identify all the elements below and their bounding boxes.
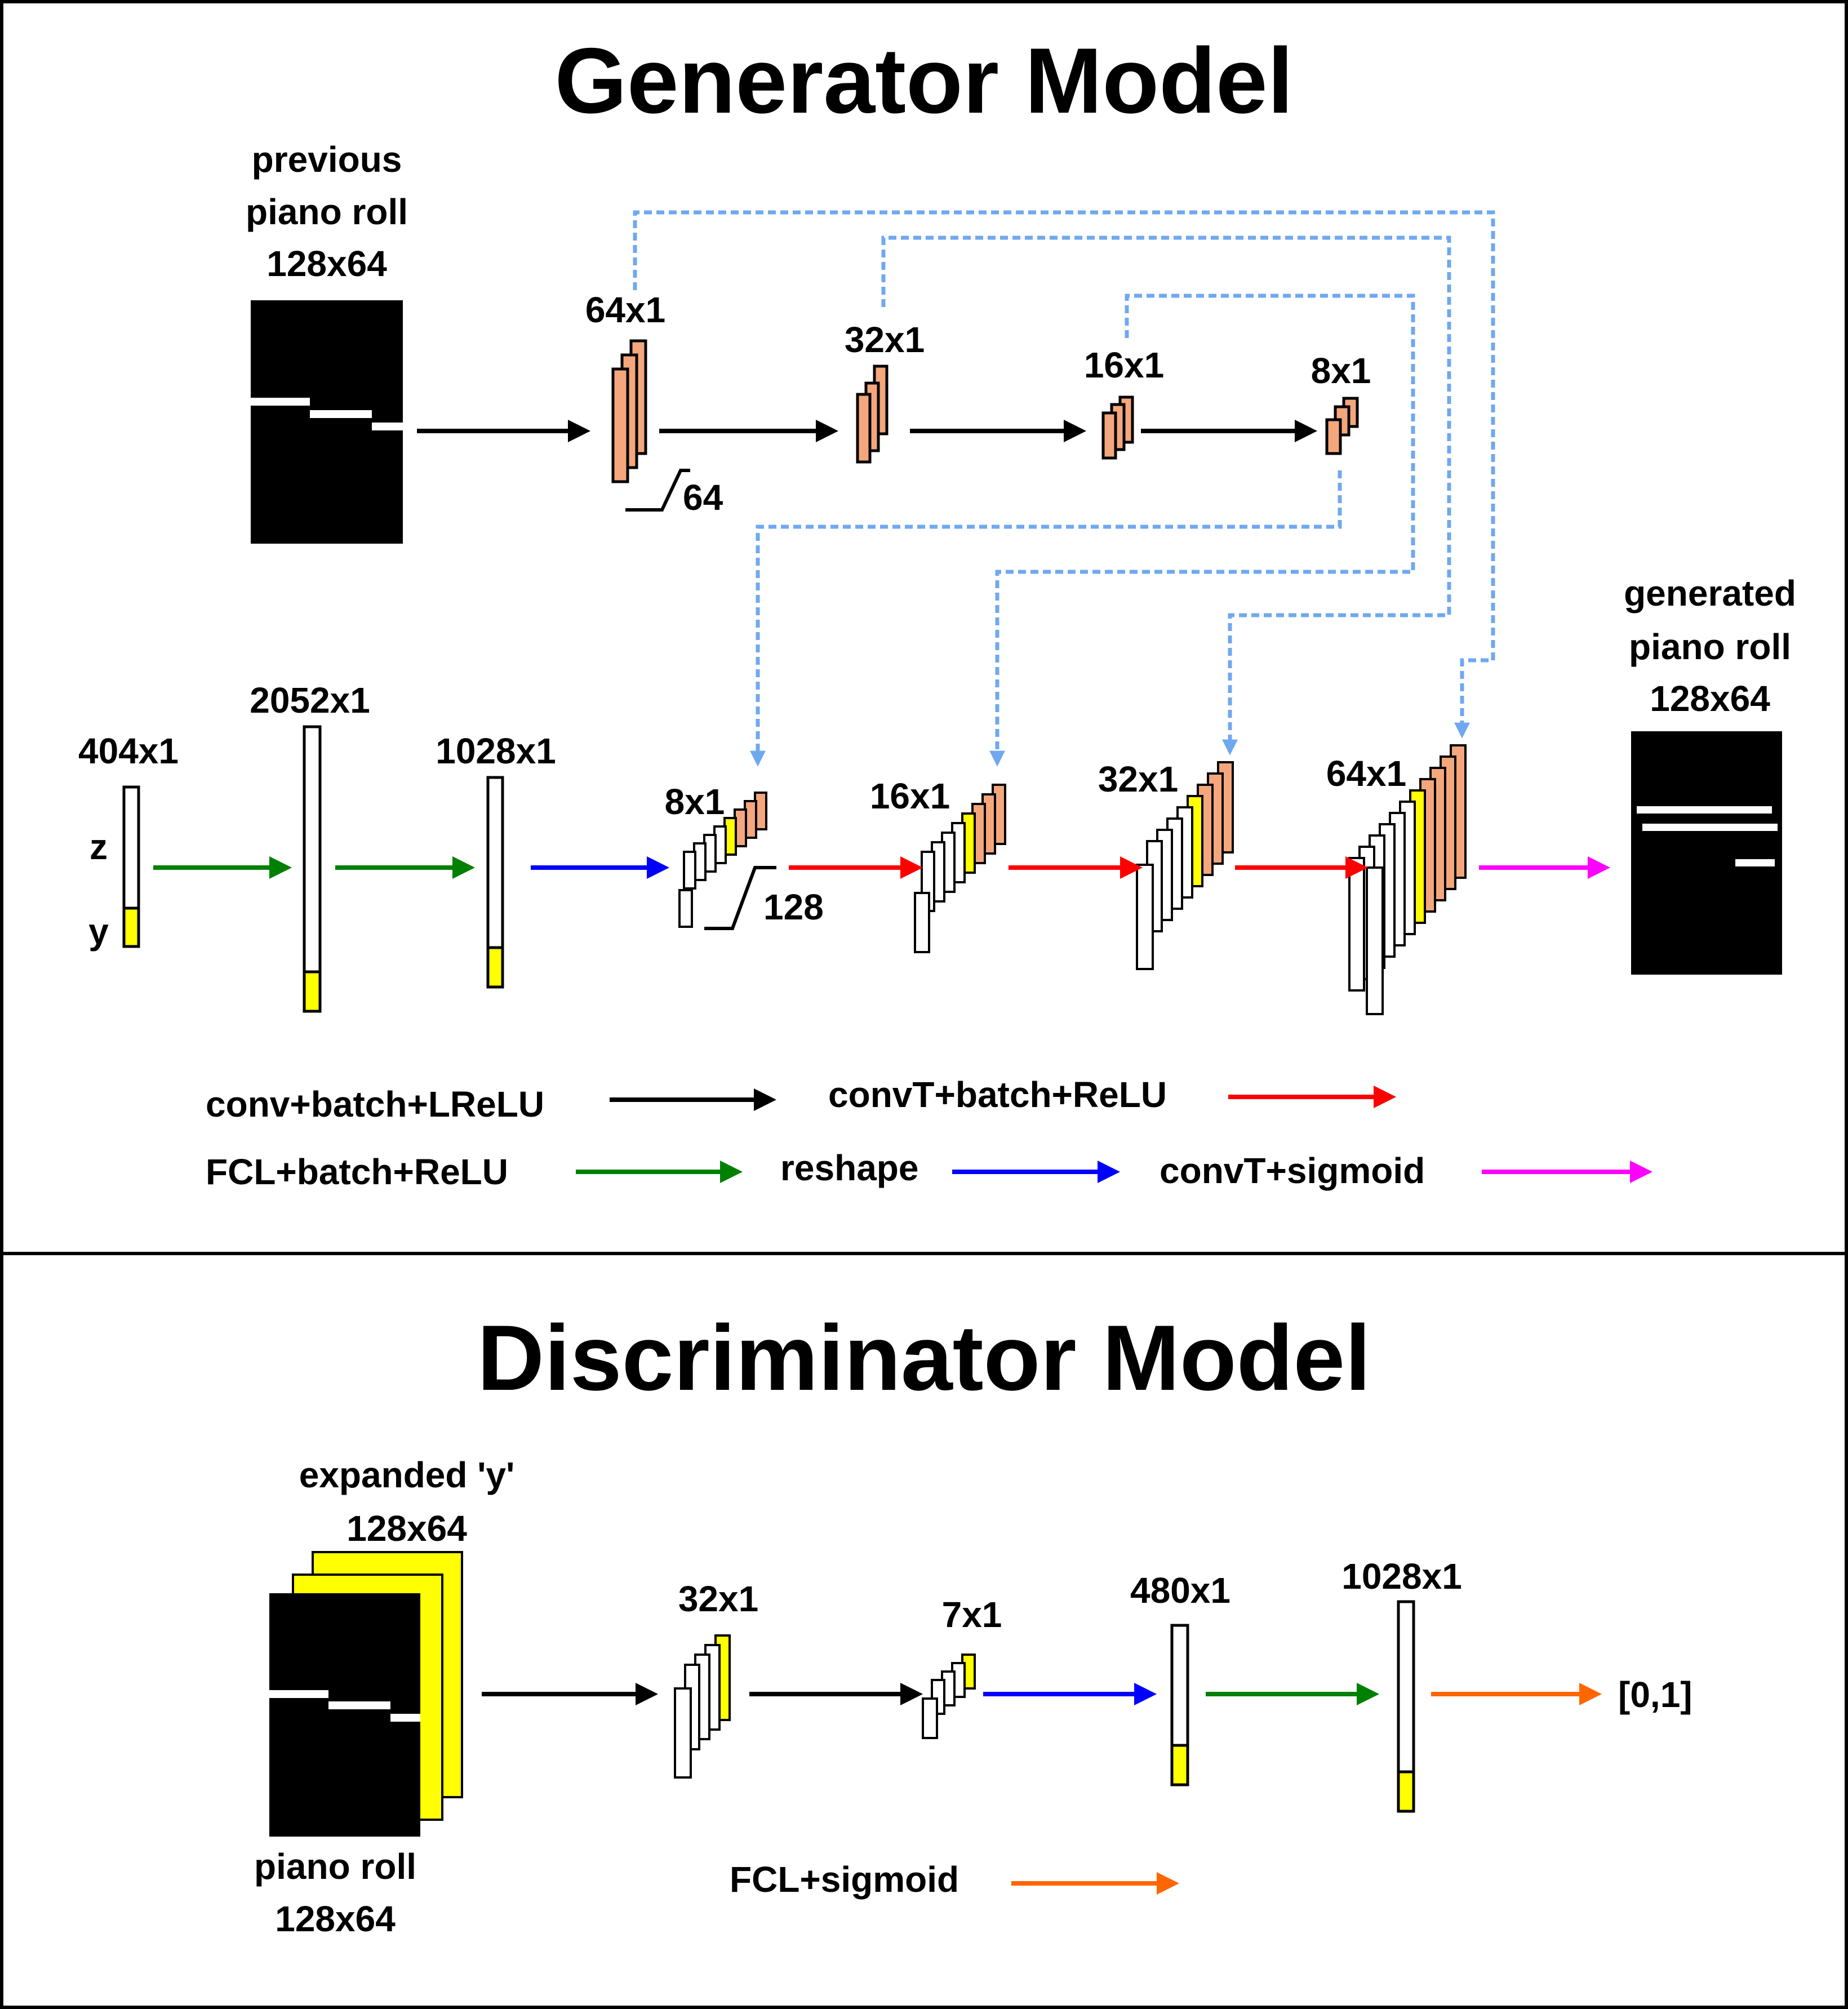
encoder-block-64 <box>611 339 647 483</box>
encoder-dim-64: 64x1 <box>585 290 665 330</box>
legend-reshape-label: reshape <box>780 1148 918 1188</box>
legend-fcl-sigmoid-label: FCL+sigmoid <box>730 1859 959 1900</box>
decoder-dim-64: 64x1 <box>1326 753 1406 794</box>
disc-fc-dim-480: 480x1 <box>1130 1570 1230 1611</box>
svg-text:128x64: 128x64 <box>266 243 387 284</box>
generator-input-label: previous piano roll 128x64 <box>246 139 408 284</box>
encoder-dim-32: 32x1 <box>845 319 925 360</box>
disc-dim-7: 7x1 <box>942 1594 1002 1635</box>
svg-text:piano roll: piano roll <box>1629 626 1791 667</box>
discriminator-input-label: piano roll 128x64 <box>254 1846 416 1939</box>
decoder-depth-label: 128 <box>763 887 824 927</box>
disc-fc-dim-1028: 1028x1 <box>1341 1556 1462 1597</box>
fc-vector-1028 <box>486 776 504 989</box>
decoder-block-64 <box>1348 744 1467 1015</box>
encoder-block-8 <box>1325 397 1359 455</box>
decoder-block-8 <box>678 792 767 928</box>
disc-fc-vector-480 <box>1170 1624 1189 1786</box>
z-label: z <box>90 826 108 867</box>
latent-dim-label: 404x1 <box>78 731 179 771</box>
svg-text:piano roll: piano roll <box>246 192 408 232</box>
svg-text:previous: previous <box>252 139 402 180</box>
generator-output-label: generated piano roll 128x64 <box>1624 573 1796 719</box>
encoder-block-16 <box>1101 395 1134 460</box>
expanded-y-label: expanded 'y' 128x64 <box>299 1455 515 1549</box>
decoder-dim-8: 8x1 <box>665 781 725 822</box>
discriminator-input <box>269 1551 463 1837</box>
encoder-dim-16: 16x1 <box>1084 345 1164 385</box>
disc-output-label: [0,1] <box>1618 1674 1692 1715</box>
disc-dim-32: 32x1 <box>678 1579 758 1619</box>
decoder-dim-32: 32x1 <box>1098 759 1178 799</box>
skip-connection-32 <box>881 235 1451 755</box>
decoder-block-16 <box>914 784 1006 953</box>
decoder-dim-16: 16x1 <box>870 776 950 816</box>
fc-dim-1028: 1028x1 <box>436 731 556 771</box>
svg-text:piano roll: piano roll <box>254 1846 416 1887</box>
svg-text:128x64: 128x64 <box>275 1899 396 1939</box>
y-label: y <box>88 911 109 952</box>
disc-conv-block-32 <box>674 1634 731 1779</box>
fc-vector-2052 <box>303 725 322 1013</box>
latent-vector <box>122 785 140 948</box>
svg-text:128x64: 128x64 <box>346 1508 467 1549</box>
skip-connection-16 <box>989 294 1415 767</box>
encoder-depth-label: 64 <box>683 477 723 518</box>
fc-dim-2052: 2052x1 <box>250 680 370 721</box>
skip-connection-64 <box>633 210 1495 739</box>
generator-title: Generator Model <box>554 29 1293 132</box>
legend-conv-label: conv+batch+LReLU <box>206 1084 544 1124</box>
legend-convT-label: convT+batch+ReLU <box>828 1074 1167 1115</box>
svg-text:128x64: 128x64 <box>1650 678 1770 719</box>
encoder-dim-8: 8x1 <box>1311 350 1371 391</box>
decoder-block-32 <box>1136 761 1234 970</box>
generated-piano-roll <box>1631 731 1782 975</box>
legend-convT-sigmoid-label: convT+sigmoid <box>1160 1150 1425 1191</box>
discriminator-title: Discriminator Model <box>477 1306 1371 1410</box>
encoder-block-32 <box>856 365 889 464</box>
legend-fcl-label: FCL+batch+ReLU <box>206 1152 508 1192</box>
disc-fc-vector-1028 <box>1397 1600 1415 1813</box>
encoder-depth-bracket <box>625 469 690 512</box>
previous-piano-roll <box>251 300 403 544</box>
skip-connection-8 <box>750 470 1342 767</box>
svg-text:generated: generated <box>1624 573 1796 614</box>
disc-conv-block-7 <box>922 1654 976 1739</box>
svg-text:expanded 'y': expanded 'y' <box>299 1455 515 1495</box>
decoder-depth-bracket <box>704 866 776 930</box>
